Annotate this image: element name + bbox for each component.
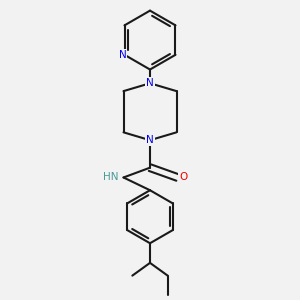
Text: N: N	[146, 78, 154, 88]
Text: HN: HN	[103, 172, 118, 182]
Text: O: O	[179, 172, 188, 182]
Text: N: N	[119, 50, 126, 60]
Text: N: N	[146, 135, 154, 145]
